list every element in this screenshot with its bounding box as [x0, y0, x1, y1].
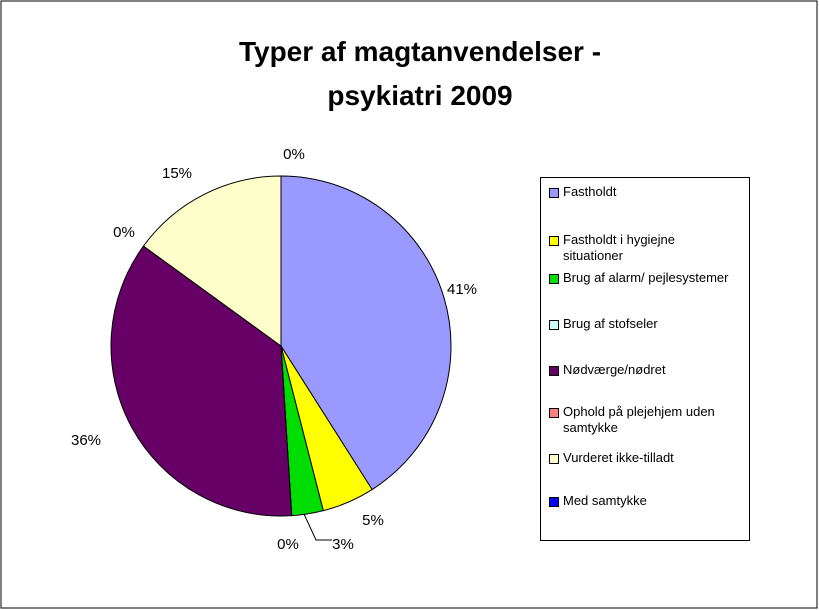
leader-line: [303, 513, 332, 541]
data-label: 5%: [362, 512, 384, 529]
legend-label: Brug af alarm/ pejlesystemer: [563, 270, 729, 285]
legend-label: Fastholdt: [563, 184, 617, 199]
data-label: 0%: [277, 536, 299, 553]
pie-slice: [280, 175, 452, 491]
legend-label: Fastholdt i hygiejne situationer: [563, 232, 676, 263]
legend-swatch: [549, 274, 559, 284]
legend-swatch: [549, 320, 559, 330]
data-label: 3%: [332, 536, 354, 553]
legend-label: Med samtykke: [563, 493, 647, 508]
legend-swatch: [549, 236, 559, 246]
legend-label: Brug af stofseler: [563, 316, 658, 331]
legend-label: Nødværge/nødret: [563, 362, 666, 377]
legend-swatch: [549, 188, 559, 198]
legend-swatch: [549, 366, 559, 376]
legend-swatch: [549, 454, 559, 464]
legend-label: Ophold på plejehjem uden samtykke: [563, 404, 715, 435]
pie-slice: [110, 245, 293, 517]
pie-slice: [142, 175, 282, 347]
legend-label: Vurderet ikke-tilladt: [563, 450, 674, 465]
chart-title: Typer af magtanvendelser - psykiatri 200…: [238, 36, 602, 111]
data-label: 0%: [113, 224, 135, 241]
data-label: 41%: [447, 281, 477, 298]
data-label: 0%: [283, 146, 305, 163]
data-label: 15%: [162, 165, 192, 182]
legend-swatch: [549, 408, 559, 418]
data-label: 36%: [71, 432, 101, 449]
legend-swatch: [549, 497, 559, 507]
legend: Fastholdt Fastholdt i hygiejne situatione…: [540, 177, 750, 541]
